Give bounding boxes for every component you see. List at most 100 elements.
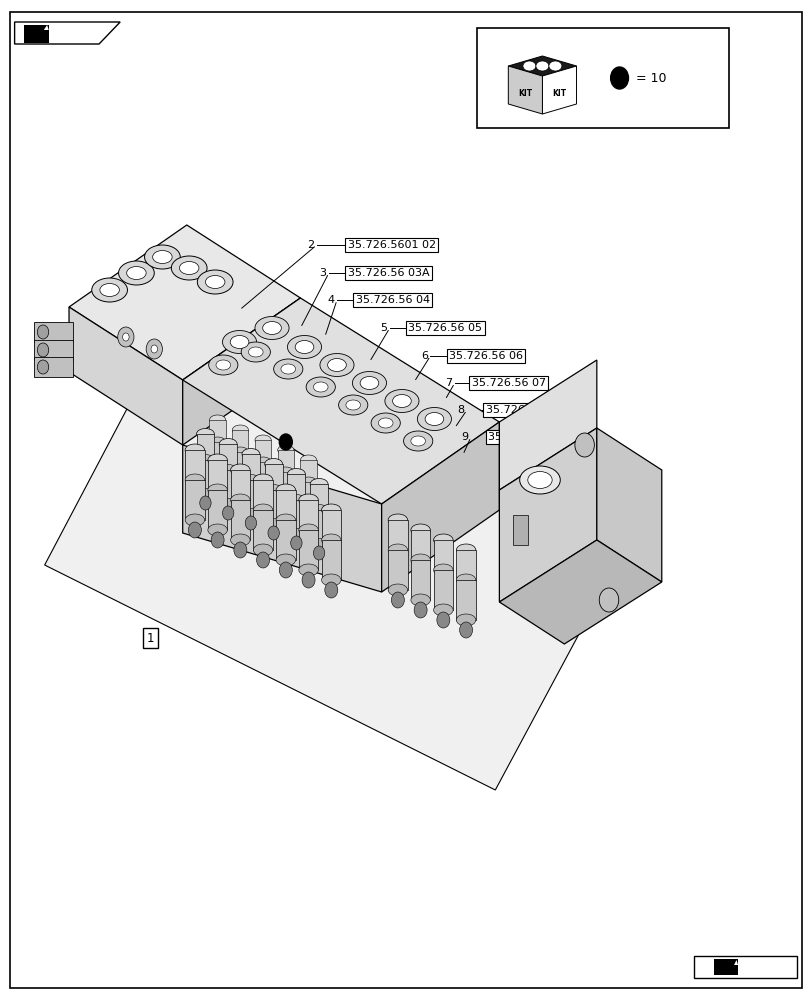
Ellipse shape [277,495,294,505]
Text: 35.726.56 05: 35.726.56 05 [408,323,482,333]
Circle shape [436,612,449,628]
Ellipse shape [287,528,305,540]
Ellipse shape [321,504,341,516]
Ellipse shape [298,564,318,576]
Ellipse shape [208,355,238,375]
Text: 3: 3 [319,268,326,278]
Bar [253,510,272,550]
Ellipse shape [384,389,418,412]
Ellipse shape [300,505,316,515]
Text: 35.726.56 04: 35.726.56 04 [355,295,429,305]
Circle shape [146,339,162,359]
Ellipse shape [264,485,282,495]
Ellipse shape [425,412,443,426]
Polygon shape [596,428,661,582]
Bar [219,470,237,504]
Ellipse shape [522,61,535,71]
Bar [196,434,214,460]
Circle shape [610,67,628,89]
Text: 8: 8 [457,405,464,415]
Ellipse shape [433,564,453,576]
Ellipse shape [310,538,328,550]
Ellipse shape [232,425,248,435]
Bar [185,480,204,520]
Bar [310,484,328,510]
Bar [34,340,73,360]
Circle shape [151,345,157,353]
Ellipse shape [255,485,271,495]
Polygon shape [499,360,596,490]
Ellipse shape [219,464,237,476]
Ellipse shape [232,475,248,485]
Circle shape [211,532,224,548]
Ellipse shape [548,61,561,71]
Polygon shape [508,56,576,76]
Ellipse shape [255,435,271,445]
Ellipse shape [433,534,453,546]
Ellipse shape [253,544,272,556]
Polygon shape [508,66,542,114]
Ellipse shape [417,408,451,430]
Circle shape [188,522,201,538]
Bar [208,490,227,530]
Circle shape [122,333,129,341]
Circle shape [599,588,618,612]
Text: KIT: KIT [517,89,532,98]
Text: 35.726.56 06: 35.726.56 06 [448,351,522,361]
Ellipse shape [310,479,328,489]
Circle shape [290,536,302,550]
Polygon shape [733,960,737,965]
Text: 9: 9 [461,432,468,442]
Ellipse shape [287,494,305,506]
Circle shape [391,592,404,608]
Ellipse shape [352,371,386,394]
Bar [287,474,305,500]
Ellipse shape [321,534,341,546]
Ellipse shape [185,444,204,456]
Ellipse shape [410,524,430,536]
Text: 7: 7 [444,378,452,388]
Ellipse shape [456,544,475,556]
Ellipse shape [216,360,230,370]
Bar [230,500,250,540]
Ellipse shape [338,395,367,415]
Bar [300,460,316,482]
Ellipse shape [100,284,119,296]
Circle shape [37,360,49,374]
Text: 35.726.56 07: 35.726.56 07 [471,378,545,388]
Ellipse shape [219,498,237,510]
Ellipse shape [388,584,407,596]
Ellipse shape [287,336,321,359]
Ellipse shape [152,250,172,263]
Bar [456,580,475,620]
Circle shape [200,496,211,510]
Bar [388,520,407,550]
Ellipse shape [535,61,548,71]
Circle shape [245,516,256,530]
Ellipse shape [209,415,225,425]
Ellipse shape [208,524,227,536]
Ellipse shape [276,554,295,566]
Ellipse shape [433,604,453,616]
Ellipse shape [230,336,248,349]
Polygon shape [182,298,499,504]
Bar [264,464,282,490]
Ellipse shape [310,504,328,516]
Bar [277,450,294,472]
Ellipse shape [410,436,425,446]
Ellipse shape [253,504,272,516]
Ellipse shape [179,261,199,274]
Ellipse shape [92,278,127,302]
Ellipse shape [273,359,303,379]
Polygon shape [182,298,300,445]
Ellipse shape [230,494,250,506]
Ellipse shape [219,438,237,450]
Text: 2: 2 [307,240,314,250]
Ellipse shape [185,514,204,526]
Ellipse shape [171,256,207,280]
Circle shape [234,542,247,558]
Text: 4: 4 [327,295,334,305]
Bar [242,480,260,514]
Circle shape [222,506,234,520]
Bar [310,510,328,544]
